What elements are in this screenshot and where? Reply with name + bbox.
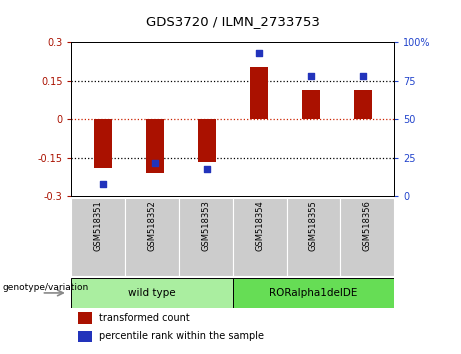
Point <box>203 166 211 172</box>
Point <box>151 160 159 165</box>
Text: percentile rank within the sample: percentile rank within the sample <box>99 331 264 341</box>
Bar <box>354 90 372 120</box>
Bar <box>78 331 92 342</box>
Point <box>99 181 106 187</box>
Text: GSM518353: GSM518353 <box>201 201 210 251</box>
Bar <box>340 198 394 276</box>
Bar <box>94 120 112 168</box>
Text: genotype/variation: genotype/variation <box>2 283 89 292</box>
Text: GSM518351: GSM518351 <box>94 201 103 251</box>
Bar <box>198 120 216 162</box>
Bar <box>71 278 233 308</box>
Point <box>307 74 314 79</box>
Bar <box>71 198 125 276</box>
Bar <box>179 198 233 276</box>
Text: GSM518352: GSM518352 <box>148 201 157 251</box>
Bar <box>233 278 394 308</box>
Text: RORalpha1delDE: RORalpha1delDE <box>269 288 358 298</box>
Text: wild type: wild type <box>128 288 176 298</box>
Point <box>255 50 262 56</box>
Bar <box>125 198 179 276</box>
Bar <box>78 312 92 324</box>
Bar <box>233 198 287 276</box>
Bar <box>287 198 340 276</box>
Point <box>359 74 366 79</box>
Bar <box>302 90 320 120</box>
Text: GSM518356: GSM518356 <box>363 201 372 251</box>
Text: GDS3720 / ILMN_2733753: GDS3720 / ILMN_2733753 <box>146 15 320 28</box>
Text: transformed count: transformed count <box>99 313 189 323</box>
Text: GSM518354: GSM518354 <box>255 201 264 251</box>
Text: GSM518355: GSM518355 <box>309 201 318 251</box>
Bar <box>250 67 268 120</box>
Bar <box>146 120 164 173</box>
